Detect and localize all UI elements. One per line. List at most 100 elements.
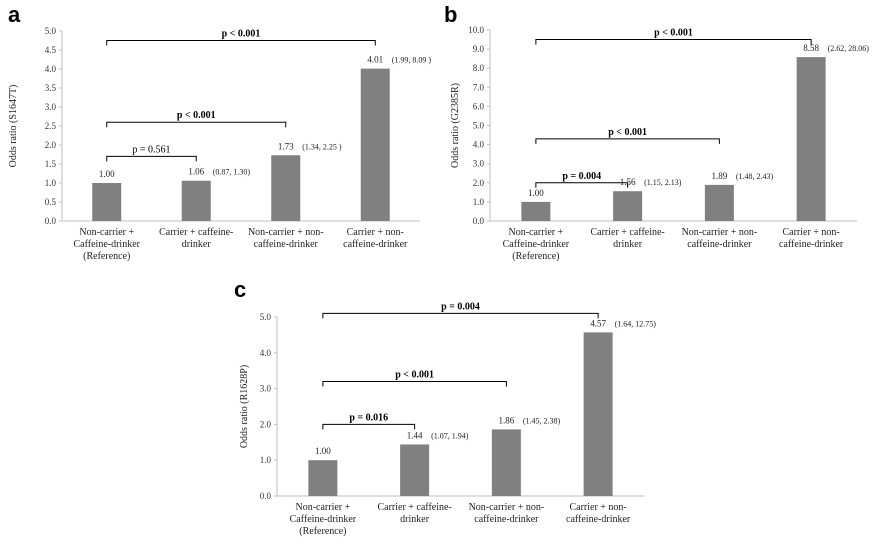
y-tick-label: 0.5 [45, 197, 57, 207]
confidence-interval-label: (0.87, 1.30) [213, 168, 251, 177]
y-tick-label: 2.5 [45, 121, 57, 131]
bar-value-label: 1.00 [99, 169, 115, 179]
y-axis-label: Odds ratio (R1628P) [239, 365, 250, 448]
y-tick-label: 4.0 [473, 140, 485, 150]
bar [271, 155, 301, 221]
chart-panel-a: a 0.0 0.5 1.0 1.5 2.0 2.5 3.0 3.5 4.0 4.5 5.0 Odds r… [8, 2, 431, 262]
panel-letter-a: a [8, 2, 21, 27]
bar-value-label: 1.00 [528, 188, 544, 198]
x-category-label: drinker [613, 239, 643, 250]
x-category-label: Carrier + caffeine- [377, 502, 451, 513]
bar-value-label: 1.44 [407, 430, 423, 440]
significance-bracket [535, 182, 629, 188]
bar [181, 180, 211, 221]
bar [583, 332, 613, 496]
panel-letter-b: b [444, 2, 457, 27]
bar-value-label: 1.56 [620, 177, 636, 187]
x-category-label: Carrier + non- [782, 227, 839, 238]
confidence-interval-label: (1.48, 2.43) [736, 172, 774, 181]
y-tick-label: 0.0 [45, 216, 57, 226]
x-category-label: Caffeine-drinker [74, 239, 141, 250]
y-tick-label: 3.0 [260, 384, 272, 394]
bar-value-label: 1.06 [188, 167, 204, 177]
x-category-label: caffeine-drinker [474, 514, 539, 525]
x-category-label: drinker [182, 239, 212, 250]
p-value-label: p < 0.001 [395, 369, 434, 380]
y-tick-label: 0.0 [473, 216, 485, 226]
x-category-label: caffeine-drinker [254, 239, 319, 250]
x-category-label: Non-carrier + [508, 227, 563, 238]
x-category-label: (Reference) [83, 251, 130, 262]
x-category-label: caffeine-drinker [343, 239, 408, 250]
y-tick-label: 4.0 [260, 348, 272, 358]
bar-value-label: 4.57 [590, 318, 606, 328]
y-tick-label: 3.0 [45, 102, 57, 112]
y-axis-label: Odds ratio (S1647T) [8, 85, 19, 168]
p-value-label: p = 0.016 [349, 412, 388, 423]
x-category-label: Non-carrier + non- [469, 502, 545, 513]
x-category-label: Non-carrier + [79, 227, 134, 238]
significance-bracket [322, 380, 507, 387]
significance-bracket [106, 121, 287, 128]
bar-value-label: 4.01 [367, 55, 383, 65]
bar [400, 444, 430, 496]
bar-value-label: 8.58 [803, 43, 819, 53]
y-axis-label: Odds ratio (G2385R) [450, 83, 461, 168]
x-category-label: caffeine-drinker [566, 514, 631, 525]
significance-bracket [106, 40, 376, 46]
confidence-interval-label: (1.64, 12.75) [615, 319, 657, 328]
bar [491, 429, 521, 496]
x-category-label: Non-carrier + non- [682, 227, 758, 238]
p-value-label: p < 0.001 [222, 29, 261, 40]
x-category-label: Carrier + caffeine- [159, 227, 233, 238]
x-category-label: Non-carrier + non- [248, 227, 324, 238]
x-category-label: caffeine-drinker [779, 239, 844, 250]
confidence-interval-label: (1.45, 2.38) [523, 416, 561, 425]
p-value-label: p < 0.001 [654, 28, 693, 39]
x-category-label: (Reference) [299, 526, 346, 537]
y-tick-label: 6.0 [473, 101, 485, 111]
y-tick-label: 9.0 [473, 44, 485, 54]
p-value-label: p < 0.001 [608, 127, 647, 138]
significance-bracket [322, 312, 599, 319]
y-tick-label: 1.0 [45, 178, 57, 188]
y-tick-label: 4.0 [45, 64, 57, 74]
y-tick-label: 1.0 [260, 455, 272, 465]
panel-letter-c: c [234, 277, 246, 302]
y-tick-label: 7.0 [473, 82, 485, 92]
bar-value-label: 1.73 [278, 141, 294, 151]
significance-bracket [535, 39, 812, 45]
bar [704, 184, 734, 221]
bar [613, 191, 643, 221]
y-tick-label: 2.0 [473, 178, 485, 188]
x-category-label: Caffeine-drinker [290, 514, 357, 525]
chart-panel-b: b 0.0 1.0 2.0 3.0 4.0 5.0 6.0 7.0 8.0 9.0 10.0 Odds … [444, 2, 869, 262]
bar-value-label: 1.00 [315, 446, 331, 456]
p-value-label: p = 0.561 [132, 144, 170, 155]
x-category-label: caffeine-drinker [687, 239, 752, 250]
bar-value-label: 1.86 [499, 415, 515, 425]
y-tick-label: 10.0 [468, 25, 484, 35]
y-tick-label: 2.0 [260, 419, 272, 429]
significance-bracket [535, 138, 720, 144]
bar [796, 57, 826, 221]
y-tick-label: 0.0 [260, 491, 272, 501]
bar [521, 201, 551, 221]
y-tick-label: 5.0 [260, 312, 272, 322]
x-category-label: Carrier + non- [347, 227, 404, 238]
confidence-interval-label: (2.62, 28.06) [828, 44, 870, 53]
confidence-interval-label: (1.99, 8.09 ) [392, 56, 432, 65]
y-tick-label: 5.0 [45, 26, 57, 36]
chart-panel-c: c 0.0 1.0 2.0 3.0 4.0 5.0 Odds ratio (R1628P) 1.… [234, 277, 656, 537]
p-value-label: p = 0.004 [441, 301, 480, 312]
x-category-label: Non-carrier + [295, 502, 350, 513]
y-tick-label: 2.0 [45, 140, 57, 150]
y-tick-label: 4.5 [45, 45, 57, 55]
y-tick-label: 3.5 [45, 83, 57, 93]
x-category-label: (Reference) [512, 251, 559, 262]
y-tick-label: 5.0 [473, 121, 485, 131]
confidence-interval-label: (1.07, 1.94) [431, 431, 469, 440]
y-tick-label: 1.0 [473, 197, 485, 207]
bar-value-label: 1.89 [712, 171, 728, 181]
